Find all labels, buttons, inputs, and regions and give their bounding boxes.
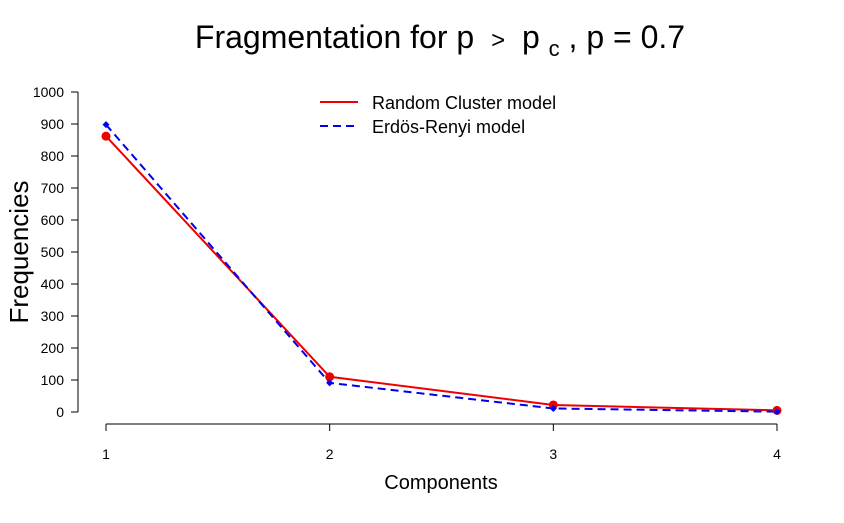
- y-tick-label: 100: [41, 372, 65, 388]
- title-rest: , p = 0.7: [569, 19, 686, 55]
- title-p: p: [522, 19, 540, 55]
- x-tick-label: 3: [549, 446, 557, 462]
- y-tick-label: 900: [41, 116, 65, 132]
- x-axis: 1 2 3 4: [102, 423, 781, 462]
- data-point-erdos-renyi: [549, 404, 557, 412]
- x-tick-label: 4: [773, 446, 781, 462]
- legend-label-erdos-renyi: Erdös-Renyi model: [372, 117, 525, 137]
- legend: Random Cluster model Erdös-Renyi model: [320, 93, 556, 137]
- legend-label-random-cluster: Random Cluster model: [372, 93, 556, 113]
- x-axis-label: Components: [384, 472, 497, 494]
- y-tick-label: 300: [41, 308, 65, 324]
- y-axis: 0 100 200 300 400 500 600 700 800 900 1000: [33, 84, 79, 420]
- title-sub: c: [549, 36, 560, 61]
- y-tick-label: 700: [41, 180, 65, 196]
- y-tick-label: 0: [56, 404, 64, 420]
- y-tick-label: 1000: [33, 84, 64, 100]
- series-layer: [101, 121, 782, 416]
- y-ticks: 0 100 200 300 400 500 600 700 800 900 1000: [33, 84, 78, 420]
- x-ticks: 1 2 3 4: [102, 424, 781, 462]
- y-tick-label: 800: [41, 148, 65, 164]
- data-point-erdos-renyi: [326, 379, 334, 387]
- y-tick-label: 600: [41, 212, 65, 228]
- title-main: Fragmentation for p: [195, 19, 474, 55]
- y-tick-label: 500: [41, 244, 65, 260]
- y-axis-label: Frequencies: [4, 180, 34, 323]
- x-tick-label: 2: [326, 446, 334, 462]
- data-point-random-cluster: [101, 131, 111, 141]
- series-line-erdos-renyi: [105, 123, 778, 413]
- data-point-random-cluster: [548, 400, 558, 410]
- data-point-erdos-renyi: [102, 121, 110, 129]
- title-gt: >: [491, 27, 505, 54]
- series-line-random-cluster: [105, 135, 778, 412]
- x-tick-label: 1: [102, 446, 110, 462]
- chart-title: Fragmentation for p > p c , p = 0.7: [195, 19, 685, 63]
- data-point-erdos-renyi: [773, 408, 781, 416]
- y-tick-label: 400: [41, 276, 65, 292]
- data-point-random-cluster: [325, 372, 335, 382]
- y-tick-label: 200: [41, 340, 65, 356]
